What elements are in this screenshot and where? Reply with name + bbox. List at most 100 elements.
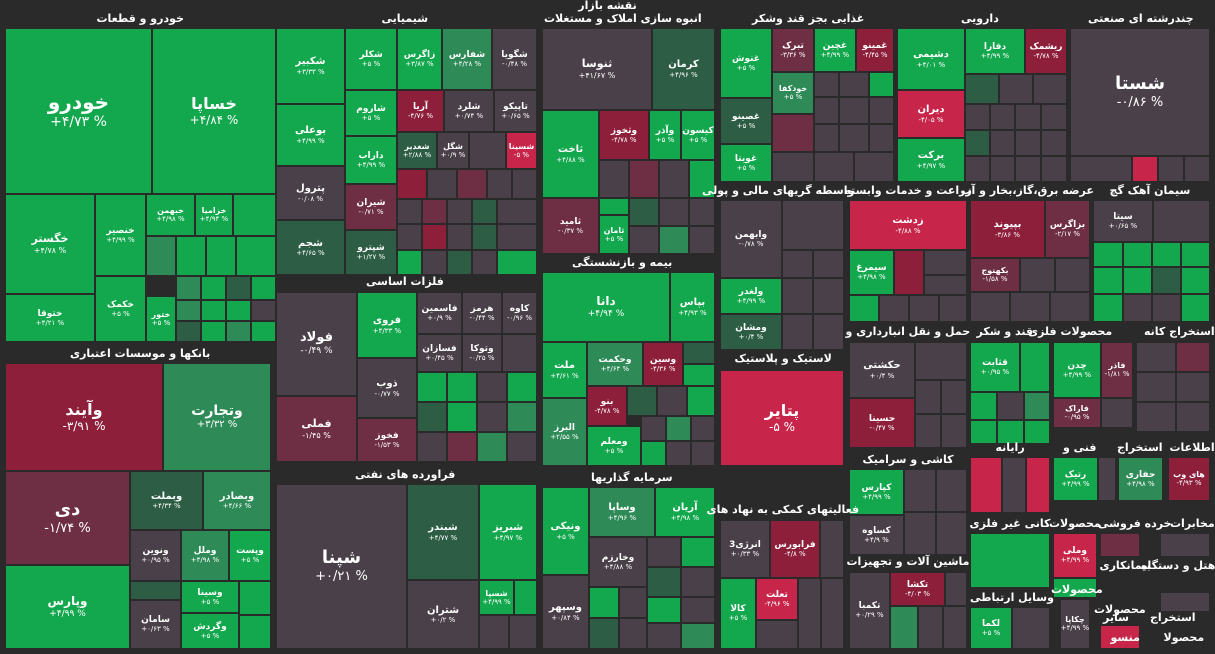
stock-tile-small[interactable] [1012,607,1050,649]
stock-tile-small[interactable] [447,250,472,275]
stock-tile-small[interactable] [1152,294,1181,322]
stock-tile[interactable]: چدن% ۴/۹۹+ [1053,342,1101,398]
stock-tile-small[interactable] [397,250,422,275]
stock-tile[interactable]: شجم% ۴/۶۵+ [276,220,345,275]
stock-tile-small[interactable] [1176,372,1210,402]
stock-tile-small[interactable] [689,198,715,226]
stock-tile-small[interactable] [417,372,447,402]
stock-tile[interactable]: تکشا% ۴/۰۳- [890,572,945,606]
stock-tile-small[interactable] [514,580,537,615]
stock-tile-small[interactable] [1020,258,1055,292]
stock-tile[interactable]: خکمک% ۵+ [95,276,146,342]
stock-tile-small[interactable] [1041,156,1067,182]
stock-tile-small[interactable] [782,314,813,350]
stock-tile[interactable]: شغدیر% ۲/۸۸+ [397,132,437,169]
stock-tile-small[interactable] [782,200,844,250]
stock-tile-small[interactable] [497,199,537,224]
stock-tile-small[interactable] [1041,104,1067,130]
stock-tile-small[interactable] [681,623,715,649]
stock-tile-small[interactable] [1098,457,1116,501]
stock-tile-small[interactable] [507,372,537,402]
stock-tile-small[interactable] [507,402,537,432]
stock-tile-small[interactable] [915,414,941,448]
stock-tile[interactable]: وتوکا% ۰/۲۵- [462,334,502,372]
stock-tile[interactable]: ولغدر% ۴/۹۹+ [720,278,782,314]
stock-tile-small[interactable] [904,512,936,555]
stock-tile[interactable]: شتران% ۰/۲+ [407,580,479,649]
stock-tile[interactable]: ذوب% ۰/۷۷- [357,358,417,418]
stock-tile-small[interactable] [839,72,869,97]
stock-tile-small[interactable] [970,392,997,420]
stock-tile[interactable]: البرز% ۲/۵۵+ [542,398,587,466]
stock-tile[interactable]: برکت% ۴/۹۷+ [897,138,965,182]
stock-tile[interactable]: بنو% ۴/۷۸- [587,386,627,426]
stock-tile-small[interactable] [447,199,472,224]
stock-tile-small[interactable] [1024,392,1050,420]
stock-tile-small[interactable] [1015,156,1041,182]
stock-tile[interactable]: پترول% ۰/۰۸- [276,166,345,220]
stock-tile[interactable]: شگل% ۰/۹+ [437,132,469,169]
stock-tile-small[interactable] [629,160,659,198]
stock-tile[interactable]: دشیمی% ۴/۰۱+ [897,28,965,90]
stock-tile[interactable]: خودکفا% ۵+ [772,72,814,114]
stock-tile[interactable]: وآذر% ۵+ [649,110,681,160]
stock-tile-small[interactable] [1015,104,1041,130]
stock-tile[interactable]: شکلر% ۵+ [345,28,397,90]
stock-tile-small[interactable] [176,276,201,300]
stock-tile-small[interactable] [772,152,814,182]
stock-tile[interactable]: وحکمت% ۴/۶۴+ [587,342,643,386]
stock-tile[interactable]: وبصادر% ۴/۶۶+ [203,471,271,530]
stock-tile-small[interactable] [970,420,997,444]
stock-tile-small[interactable] [813,314,844,350]
stock-tile-small[interactable] [683,364,715,386]
stock-tile-small[interactable] [589,618,619,649]
stock-tile[interactable]: وسینا% ۵+ [181,581,239,613]
stock-tile-small[interactable] [782,250,813,278]
stock-tile-small[interactable] [965,74,999,104]
stock-tile-small[interactable] [447,432,477,462]
stock-tile[interactable]: شستا% ۰/۸۶- [1070,28,1210,156]
stock-tile-small[interactable] [1152,242,1181,267]
stock-tile[interactable]: شسپا% ۴/۹۹+ [479,580,514,615]
stock-tile[interactable]: ثنوسا% ۴۱/۶۷+ [542,28,652,110]
stock-tile-small[interactable] [477,402,507,432]
stock-tile-small[interactable] [915,380,941,414]
stock-tile-small[interactable] [251,300,276,321]
stock-tile-small[interactable] [965,156,990,182]
stock-tile-small[interactable] [1026,457,1050,513]
stock-tile-small[interactable] [839,124,869,152]
stock-tile-small[interactable] [507,432,537,462]
stock-tile-small[interactable] [1158,156,1184,182]
stock-tile-small[interactable] [226,300,251,321]
stock-tile[interactable]: خگستر% ۴/۷۸+ [5,194,95,294]
stock-tile-small[interactable] [176,321,201,342]
stock-tile-small[interactable] [226,276,251,300]
stock-tile[interactable]: ونوین% ۰/۹۵+ [130,530,181,581]
stock-tile-small[interactable] [1101,398,1133,428]
stock-tile-small[interactable] [990,156,1015,182]
stock-tile-small[interactable] [1123,267,1152,294]
stock-tile-small[interactable] [820,520,844,578]
stock-tile-small[interactable] [945,572,967,606]
stock-tile-small[interactable] [1100,533,1140,557]
stock-tile-small[interactable] [1053,578,1097,598]
stock-tile[interactable]: خودرو% ۴/۷۳+ [5,28,152,194]
stock-tile[interactable]: غنوش% ۵+ [720,28,772,98]
stock-tile[interactable]: فولاد% ۰/۴۹- [276,292,357,396]
stock-tile-small[interactable] [502,334,537,372]
stock-tile-small[interactable] [239,615,271,649]
stock-tile-small[interactable] [479,615,509,649]
stock-tile-small[interactable] [1132,156,1158,182]
stock-tile[interactable]: شاروم% ۵+ [345,90,397,136]
stock-tile-small[interactable] [1176,342,1210,372]
stock-tile[interactable]: زدشت% ۴/۸۸- [849,200,967,250]
stock-tile[interactable]: وسین% ۴/۳۶- [643,342,683,386]
stock-tile[interactable]: وساپا% ۴/۹۶+ [589,487,655,537]
stock-tile-small[interactable] [936,512,967,555]
stock-tile[interactable]: شسینا% ۵- [506,132,537,169]
stock-tile-small[interactable] [869,124,894,152]
stock-tile[interactable]: تاپیکو% ۰/۶۵+ [494,90,537,132]
stock-tile[interactable]: وگردش% ۵+ [181,613,239,649]
stock-tile-small[interactable] [814,72,839,97]
stock-tile-small[interactable] [689,226,715,254]
